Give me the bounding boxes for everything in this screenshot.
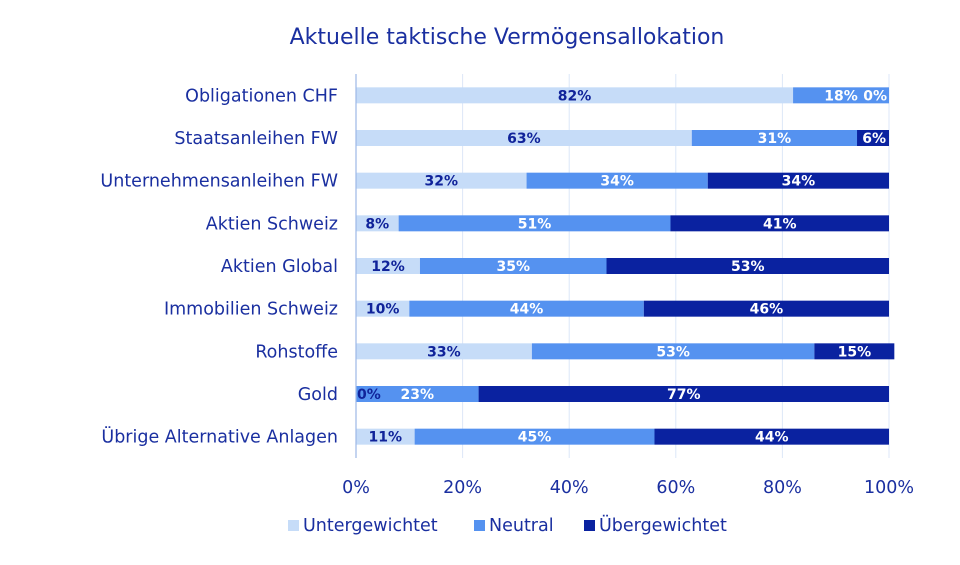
- bar-segment: [691, 130, 858, 146]
- data-label: 0%: [357, 387, 381, 403]
- bar-segment: [419, 258, 607, 274]
- category-label: Übrige Alternative Anlagen: [101, 426, 338, 448]
- bars: [356, 87, 895, 445]
- category-labels: Obligationen CHF Staatsanleihen FW Unterne…: [100, 86, 338, 447]
- category-label: Aktien Schweiz: [206, 214, 338, 234]
- bar-segment: [670, 215, 889, 232]
- data-label: 46%: [750, 302, 784, 318]
- data-label: 10%: [366, 302, 400, 318]
- bar-segment: [654, 428, 889, 445]
- legend-label: Übergewichtet: [599, 514, 727, 536]
- bar-segment: [409, 300, 644, 317]
- x-tick-label: 20%: [443, 478, 482, 498]
- bar-segment: [356, 300, 410, 317]
- category-label: Gold: [298, 385, 338, 405]
- bar-segment: [531, 343, 815, 360]
- bar-segment: [356, 87, 794, 104]
- bar-segment: [356, 386, 479, 402]
- data-label: 11%: [369, 430, 403, 446]
- data-label: 53%: [731, 259, 765, 275]
- category-label: Aktien Global: [221, 257, 338, 277]
- data-label: 34%: [782, 174, 816, 190]
- legend-label: Untergewichtet: [303, 516, 438, 536]
- data-label: 53%: [656, 344, 690, 360]
- bar-segment: [707, 172, 889, 189]
- bar-segment: [478, 386, 889, 402]
- bar-segment: [356, 172, 527, 189]
- data-label: 8%: [365, 216, 389, 232]
- x-tick-label: 0%: [342, 478, 370, 498]
- data-label: 6%: [862, 131, 886, 147]
- data-label: 35%: [496, 259, 530, 275]
- bar-labels: 82% 18% 0% 63% 31% 6% 32% 34% 34% 8% 51% 41% 12% 35% 5…: [357, 88, 887, 445]
- data-label: 82%: [558, 88, 592, 104]
- x-tick-label: 100%: [864, 478, 914, 498]
- data-label: 33%: [427, 344, 461, 360]
- data-label: 51%: [518, 216, 552, 232]
- x-tick-label: 60%: [656, 478, 695, 498]
- data-label: 32%: [425, 174, 459, 190]
- bar-segment: [814, 343, 895, 360]
- legend-label: Neutral: [489, 516, 554, 536]
- data-label: 44%: [510, 302, 544, 318]
- category-label: Immobilien Schweiz: [164, 300, 338, 320]
- category-label: Obligationen CHF: [185, 86, 338, 106]
- bar-segment: [398, 215, 671, 232]
- bar-segment: [606, 258, 889, 274]
- x-tick-labels: 0% 20% 40% 60% 80% 100%: [342, 478, 914, 498]
- data-label: 44%: [755, 430, 789, 446]
- data-label: 23%: [401, 387, 435, 403]
- data-label: 31%: [758, 131, 792, 147]
- data-label: 34%: [600, 174, 634, 190]
- bar-segment: [414, 428, 655, 445]
- bar-segment: [643, 300, 889, 317]
- legend-swatch: [584, 520, 595, 531]
- data-label: 0%: [863, 88, 887, 104]
- x-tick-label: 80%: [763, 478, 802, 498]
- bar-segment: [356, 130, 692, 146]
- chart-title: Aktuelle taktische Vermögensallokation: [290, 25, 725, 50]
- data-label: 63%: [507, 131, 541, 147]
- bar-segment: [356, 258, 420, 274]
- data-label: 15%: [838, 344, 872, 360]
- legend-swatch: [288, 520, 299, 531]
- bar-segment: [793, 87, 889, 104]
- bar-segment: [356, 428, 415, 445]
- data-label: 12%: [371, 259, 405, 275]
- data-label: 45%: [518, 430, 552, 446]
- bar-segment: [356, 215, 399, 232]
- bar-segment: [526, 172, 708, 189]
- category-label: Unternehmensanleihen FW: [100, 172, 338, 192]
- data-label: 41%: [763, 216, 797, 232]
- x-tick-label: 40%: [550, 478, 589, 498]
- legend-swatch: [474, 520, 485, 531]
- category-label: Rohstoffe: [255, 342, 338, 362]
- data-label: 77%: [667, 387, 701, 403]
- bar-segment: [356, 343, 532, 360]
- data-label: 18%: [824, 88, 858, 104]
- bar-segment: [857, 130, 889, 146]
- legend: Untergewichtet Neutral Übergewichtet: [288, 514, 727, 536]
- category-label: Staatsanleihen FW: [174, 129, 338, 149]
